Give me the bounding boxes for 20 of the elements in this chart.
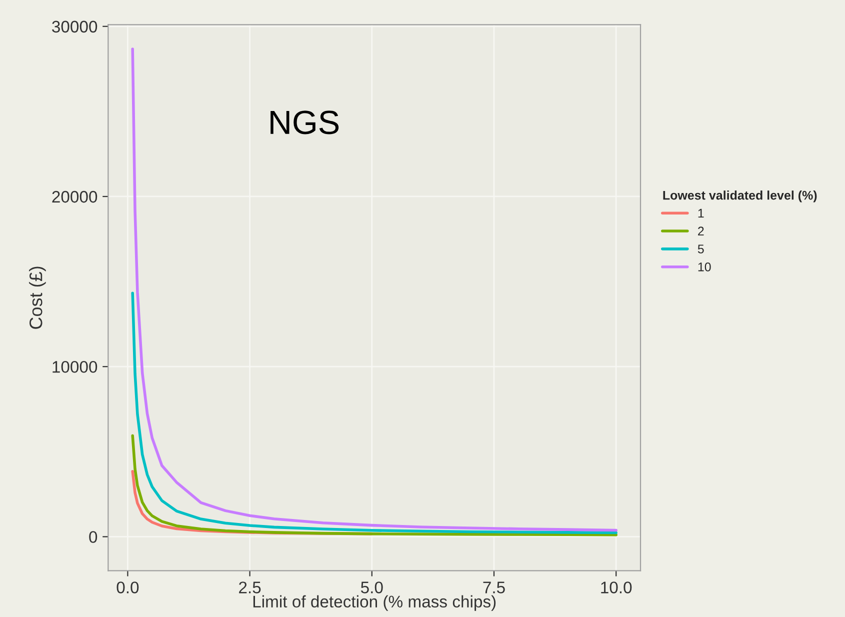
line-series xyxy=(131,434,618,536)
y-tick-label: 0 xyxy=(89,531,98,543)
legend-label: 2 xyxy=(698,226,704,236)
x-tick-label: 7.5 xyxy=(483,582,505,594)
legend-title: Lowest validated level (%) xyxy=(663,190,817,202)
x-tick-label: 2.5 xyxy=(239,582,261,594)
y-tick-label: 30000 xyxy=(52,20,98,33)
y-axis-title: Cost (£) xyxy=(29,266,46,329)
x-axis-title: Limit of detection (% mass chips) xyxy=(253,595,496,611)
annotation: NGS xyxy=(270,110,339,134)
y-tick-label: 20000 xyxy=(52,190,98,203)
line-series xyxy=(131,292,618,534)
line-series xyxy=(131,48,618,532)
y-tick-label: 10000 xyxy=(52,360,98,373)
x-tick-label: 5.0 xyxy=(360,582,383,594)
x-tick-label: 10.0 xyxy=(601,582,632,594)
legend-label: 5 xyxy=(698,244,704,254)
legend-label: 10 xyxy=(698,262,711,272)
legend-label: 1 xyxy=(698,208,704,218)
x-tick-label: 0.0 xyxy=(116,582,139,594)
